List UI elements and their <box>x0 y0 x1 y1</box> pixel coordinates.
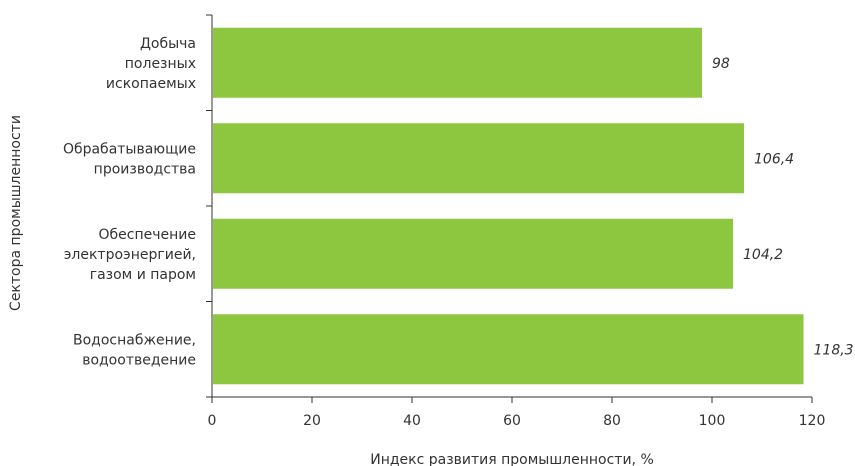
x-tick-label: 120 <box>799 413 826 429</box>
category-label: Обеспечение электроэнергией, газом и паром <box>64 227 196 283</box>
category-label: Добыча полезных ископаемых <box>106 36 196 92</box>
data-label: 98 <box>712 56 730 72</box>
category-label: Водоснабжение, водоотведение <box>73 332 196 368</box>
x-tick-label: 80 <box>603 413 621 429</box>
x-tick-label: 60 <box>503 413 521 429</box>
x-tick-label: 0 <box>208 413 217 429</box>
bar <box>213 123 744 194</box>
category-label: Обрабатывающие производства <box>63 141 196 177</box>
x-tick-label: 100 <box>699 413 726 429</box>
data-label: 118,3 <box>814 342 854 358</box>
x-axis-title: Индекс развития промышленности, % <box>370 452 654 466</box>
plot-area: 0 20 40 60 80 100 120 Добыча полезных ископаемых 9… <box>63 14 854 429</box>
data-label: 104,2 <box>743 247 783 263</box>
data-label: 106,4 <box>754 151 794 167</box>
bar <box>213 27 702 98</box>
x-tick-label: 40 <box>403 413 421 429</box>
bar <box>213 314 804 385</box>
bar <box>213 218 733 289</box>
y-axis-title: Сектора промышленности <box>8 115 24 311</box>
x-tick-label: 20 <box>303 413 321 429</box>
